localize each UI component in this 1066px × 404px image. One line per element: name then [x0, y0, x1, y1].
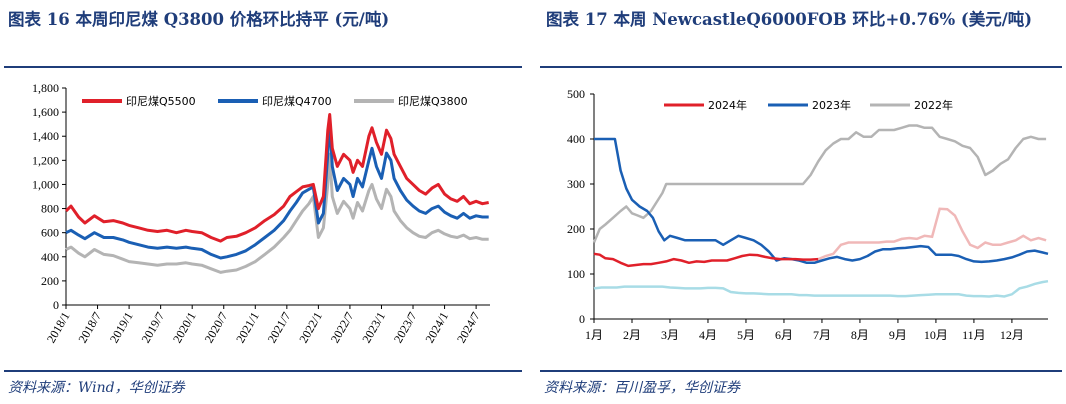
- x-tick-label: 9月: [889, 328, 907, 342]
- series-line-2023-faded: [593, 279, 1049, 298]
- right-title-rule: [540, 66, 1062, 68]
- x-tick-label: 7月: [813, 328, 831, 342]
- x-tick-label: 2018/1: [44, 310, 73, 346]
- y-tick-label: 800: [41, 202, 59, 216]
- x-tick-label: 2024/1: [422, 310, 451, 346]
- x-tick-label: 1月: [585, 328, 603, 342]
- x-tick-label: 2020/1: [170, 310, 199, 346]
- series-line-q4700: [65, 117, 489, 260]
- legend-label: 2022年: [914, 98, 953, 112]
- y-tick-label: 1,600: [32, 105, 59, 119]
- x-tick-label: 8月: [851, 328, 869, 342]
- legend-item-2022: 2022年: [870, 98, 953, 112]
- series-line-2022: [592, 124, 1047, 243]
- legend-item-2024: 2024年: [664, 98, 747, 112]
- y-tick-label: 100: [567, 267, 585, 281]
- left-figure-title: 图表 16 本周印尼煤 Q3800 价格环比持平 (元/吨): [8, 10, 390, 29]
- x-tick-label: 2023/7: [391, 310, 420, 346]
- x-tick-label: 2021/1: [233, 310, 262, 346]
- series-line-2024: [593, 252, 819, 268]
- y-tick-label: 400: [41, 250, 59, 264]
- legend-label: 印尼煤Q3800: [398, 95, 468, 108]
- series-line-q5500: [64, 113, 489, 243]
- x-tick-label: 2022/7: [328, 310, 357, 346]
- y-tick-label: 500: [567, 87, 585, 101]
- legend-label: 印尼煤Q5500: [126, 95, 196, 108]
- y-tick-label: 1,000: [32, 177, 59, 191]
- legend-item-q4700: 印尼煤Q4700: [218, 95, 332, 108]
- y-tick-label: 1,200: [32, 153, 59, 167]
- x-tick-label: 11月: [962, 328, 986, 342]
- y-tick-label: 600: [41, 226, 59, 240]
- right-source-note: 资料来源：百川盈孚，华创证券: [544, 380, 740, 396]
- x-tick-label: 2021/7: [265, 310, 294, 346]
- legend-item-2023: 2023年: [768, 98, 851, 112]
- x-tick-label: 2018/7: [75, 310, 104, 346]
- left-chart: 0 200 400 600 800 1,000 1,200 1,400 1,600 1,800 20…: [32, 81, 490, 346]
- x-tick-label: 2024/7: [454, 309, 483, 345]
- x-tick-label: 2月: [623, 328, 641, 342]
- y-tick-label: 200: [41, 274, 59, 288]
- right-chart: 0 100 200 300 400 500 1月 2月 3月 4月 5月 6月 7月 8月 9月 10月 11月…: [567, 87, 1049, 342]
- series-line-2024-faded: [817, 207, 1047, 261]
- x-tick-label: 3月: [661, 328, 679, 342]
- legend-label: 2023年: [812, 98, 851, 112]
- y-tick-label: 200: [567, 222, 585, 236]
- y-tick-label: 300: [567, 177, 585, 191]
- y-tick-label: 0: [579, 312, 585, 326]
- y-tick-label: 400: [567, 132, 585, 146]
- x-tick-label: 2019/1: [107, 310, 136, 346]
- right-source-rule: [540, 370, 1062, 372]
- x-tick-label: 2020/7: [202, 310, 231, 346]
- x-tick-label: 12月: [1000, 328, 1024, 342]
- legend-label: 2024年: [708, 98, 747, 112]
- x-tick-label: 6月: [775, 328, 793, 342]
- x-tick-label: 5月: [737, 328, 755, 342]
- series-line-q3800: [65, 152, 489, 274]
- x-tick-label: 2019/7: [138, 310, 167, 346]
- x-tick-label: 10月: [924, 328, 948, 342]
- legend-item-q3800: 印尼煤Q3800: [354, 95, 468, 108]
- right-figure: 图表 17 本周 NewcastleQ6000FOB 环比+0.76% (美元/…: [536, 0, 1066, 404]
- y-tick-label: 1,400: [32, 129, 59, 143]
- y-tick-label: 1,800: [32, 81, 59, 95]
- x-tick-label: 2022/1: [296, 310, 325, 346]
- x-tick-label: 2023/1: [359, 310, 388, 346]
- left-figure: 图表 16 本周印尼煤 Q3800 价格环比持平 (元/吨) 0 200 400 60…: [0, 0, 526, 404]
- left-source-note: 资料来源：Wind，华创证券: [8, 380, 185, 396]
- left-title-rule: [4, 66, 522, 68]
- legend-label: 印尼煤Q4700: [262, 95, 332, 108]
- right-figure-title: 图表 17 本周 NewcastleQ6000FOB 环比+0.76% (美元/…: [546, 10, 1033, 29]
- legend-item-q5500: 印尼煤Q5500: [82, 95, 196, 108]
- x-tick-label: 4月: [699, 328, 717, 342]
- y-tick-label: 0: [53, 298, 59, 312]
- series-line-2023: [594, 137, 1049, 265]
- left-source-rule: [4, 370, 522, 372]
